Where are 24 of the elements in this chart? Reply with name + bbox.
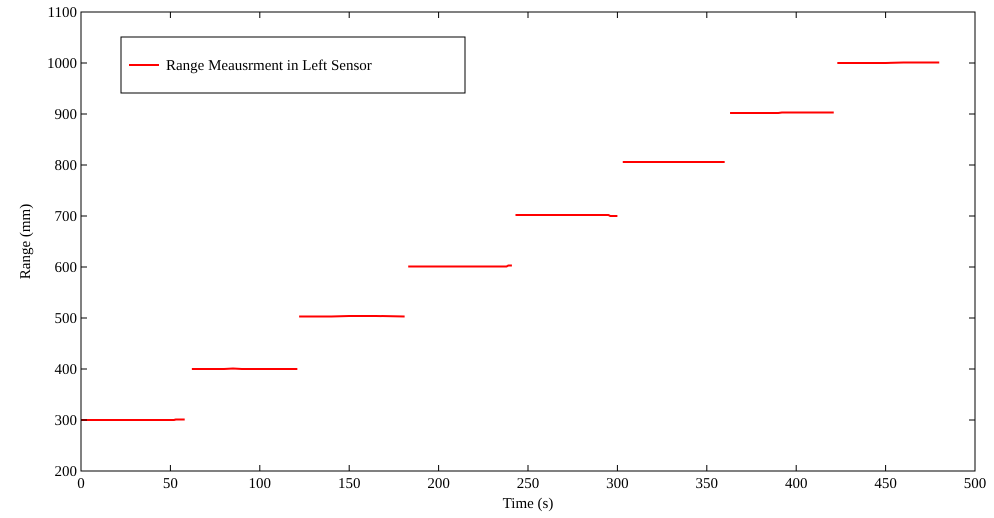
x-tick-label: 150: [338, 476, 360, 492]
x-tick-label: 250: [516, 476, 540, 492]
y-tick-label: 1100: [48, 5, 77, 21]
x-axis-title: Time (s): [502, 496, 554, 512]
y-tick-label: 800: [54, 158, 77, 174]
y-tick-label: 400: [54, 362, 77, 378]
x-tick-label: 500: [964, 476, 986, 492]
y-tick-label: 700: [54, 209, 77, 225]
legend-label: Range Meausrment in Left Sensor: [166, 58, 372, 74]
x-tick-label: 300: [606, 476, 629, 492]
x-tick-label: 0: [77, 476, 85, 492]
y-tick-label: 600: [54, 260, 77, 276]
y-tick-label: 900: [54, 107, 77, 123]
y-tick-label: 300: [54, 413, 77, 429]
x-tick-label: 350: [696, 476, 718, 492]
y-axis-title: Range (mm): [18, 204, 34, 280]
x-tick-label: 200: [427, 476, 450, 492]
x-tick-label: 450: [874, 476, 897, 492]
y-tick-label: 1000: [47, 56, 77, 72]
y-tick-label: 500: [54, 311, 77, 327]
x-tick-label: 100: [248, 476, 272, 492]
x-tick-label: 50: [162, 476, 178, 492]
x-tick-label: 400: [784, 476, 808, 492]
y-tick-label: 200: [54, 464, 77, 480]
